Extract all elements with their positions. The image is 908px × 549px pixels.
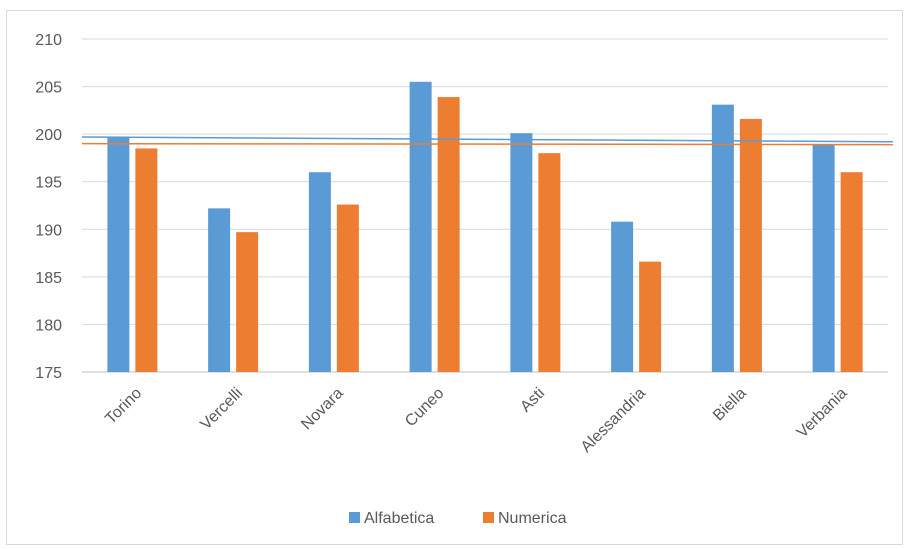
legend-label-numerica: Numerica	[498, 510, 567, 527]
x-category-label: Biella	[710, 385, 750, 425]
x-axis-categories: Torino Vercelli Novara Cuneo Asti Alessandria…	[102, 385, 850, 456]
bar-alfabetica-novara	[308, 172, 331, 372]
legend-swatch-alfabetica	[349, 512, 360, 523]
y-tick-label: 195	[35, 175, 62, 192]
y-tick-label: 205	[35, 80, 62, 97]
bar-numerica-cuneo	[437, 97, 460, 372]
bars	[107, 81, 863, 373]
y-tick-label: 210	[35, 32, 62, 49]
y-tick-label: 200	[35, 127, 62, 144]
legend: Alfabetica Numerica	[349, 510, 567, 527]
x-category-label: Alessandria	[578, 385, 649, 456]
y-tick-label: 180	[35, 317, 62, 334]
bar-numerica-asti	[538, 153, 561, 372]
x-category-label: Verbania	[794, 385, 851, 442]
reference-lines	[81, 136, 894, 146]
bar-alfabetica-asti	[510, 133, 533, 372]
x-category-label: Novara	[298, 385, 347, 434]
y-tick-label: 185	[35, 270, 62, 287]
bar-numerica-vercelli	[236, 232, 259, 372]
legend-label-alfabetica: Alfabetica	[364, 510, 434, 527]
x-category-label: Torino	[102, 385, 145, 428]
bar-numerica-biella	[739, 118, 762, 372]
reference-line-alfabetica	[81, 136, 894, 143]
x-category-label: Cuneo	[402, 385, 447, 430]
bar-numerica-torino	[135, 148, 158, 372]
x-category-label: Asti	[517, 385, 548, 416]
x-category-label: Vercelli	[197, 385, 245, 433]
y-axis-ticks: 175 180 185 190 195 200 205 210	[35, 32, 62, 382]
bar-alfabetica-biella	[711, 104, 734, 373]
bar-alfabetica-vercelli	[208, 208, 231, 372]
bar-alfabetica-alessandria	[611, 221, 634, 372]
bar-alfabetica-torino	[107, 136, 130, 372]
bar-numerica-verbania	[840, 172, 863, 372]
bar-numerica-novara	[336, 204, 359, 372]
bar-numerica-alessandria	[639, 261, 662, 372]
y-tick-label: 190	[35, 222, 62, 239]
y-tick-label: 175	[35, 365, 62, 382]
bar-alfabetica-verbania	[812, 144, 835, 372]
gridlines	[82, 38, 888, 373]
bar-alfabetica-cuneo	[409, 81, 432, 373]
reference-line-numerica	[81, 142, 894, 146]
legend-swatch-numerica	[483, 512, 494, 523]
